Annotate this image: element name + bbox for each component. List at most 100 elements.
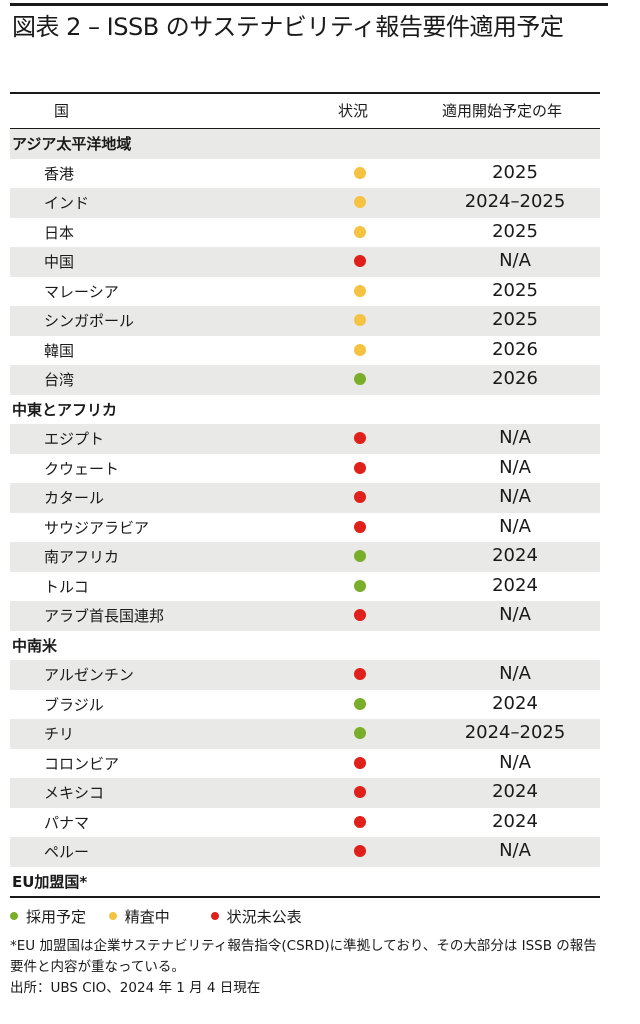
page-title: 図表 2 – ISSB のサステナビリティ報告要件適用予定 bbox=[12, 13, 564, 41]
status-dot-icon bbox=[354, 225, 366, 238]
top-rule bbox=[10, 3, 608, 6]
region-name: アジア太平洋地域 bbox=[12, 135, 132, 153]
status-dot-icon bbox=[354, 166, 366, 179]
legend-label: 精査中 bbox=[124, 908, 170, 926]
start-year: 2025 bbox=[492, 161, 538, 183]
start-year: N/A bbox=[499, 840, 531, 861]
table-header: 国 状況 適用開始予定の年 bbox=[10, 92, 600, 129]
start-year: N/A bbox=[499, 663, 531, 684]
status-dot-icon bbox=[354, 284, 366, 297]
status-dot-icon bbox=[354, 520, 366, 533]
country-row: トルコ 2024 bbox=[10, 572, 600, 602]
status-dot-icon bbox=[354, 491, 366, 503]
region-name: 中南米 bbox=[12, 636, 58, 655]
country-name: 中国 bbox=[44, 253, 75, 271]
start-year: 2024–2025 bbox=[464, 191, 566, 212]
legend-dot-review bbox=[108, 912, 117, 920]
status-dot-icon bbox=[354, 579, 366, 592]
country-row: ペルー N/A bbox=[10, 837, 600, 867]
country-name: ペルー bbox=[44, 843, 90, 861]
country-row: マレーシア 2025 bbox=[10, 277, 600, 307]
country-row: コロンビア N/A bbox=[10, 749, 600, 779]
country-name: カタール bbox=[44, 489, 105, 507]
country-name: クウェート bbox=[44, 459, 120, 478]
start-year: 2025 bbox=[492, 309, 538, 330]
region-row: EU加盟国* bbox=[10, 867, 600, 897]
country-row: メキシコ 2024 bbox=[10, 778, 600, 808]
notes: *EU 加盟国は企業サステナビリティ報告指令(CSRD)に準拠しており、その大部… bbox=[10, 936, 610, 999]
start-year: 2025 bbox=[492, 220, 538, 242]
legend-undisclosed: 状況未公表 bbox=[210, 907, 302, 927]
status-dot-icon bbox=[354, 432, 366, 444]
header-year: 適用開始予定の年 bbox=[442, 102, 563, 120]
schedule-table: 国 状況 適用開始予定の年 アジア太平洋地域香港 2025 インド 2024–2025… bbox=[10, 92, 600, 896]
country-row: カタール N/A bbox=[10, 483, 600, 513]
status-dot-icon bbox=[354, 727, 366, 739]
country-row: エジプト N/A bbox=[10, 424, 600, 454]
country-name: アラブ首長国連邦 bbox=[44, 607, 165, 625]
start-year: N/A bbox=[499, 486, 531, 507]
country-row: 韓国 2026 bbox=[10, 336, 600, 366]
status-dot-icon bbox=[354, 196, 366, 208]
status-dot-icon bbox=[354, 756, 366, 769]
legend-adopted: 採用予定 bbox=[10, 907, 86, 927]
country-row: 日本 2025 bbox=[10, 218, 600, 248]
status-dot-icon bbox=[354, 314, 366, 326]
status-dot-icon bbox=[354, 845, 366, 857]
country-name: アルゼンチン bbox=[44, 666, 134, 684]
legend-label: 状況未公表 bbox=[226, 908, 302, 926]
start-year: 2024 bbox=[492, 692, 538, 714]
bottom-rule bbox=[10, 896, 600, 898]
start-year: N/A bbox=[499, 751, 531, 773]
country-name: ブラジル bbox=[44, 695, 104, 714]
country-row: アラブ首長国連邦 N/A bbox=[10, 601, 600, 631]
country-name: コロンビア bbox=[44, 754, 120, 773]
region-name: EU加盟国* bbox=[12, 872, 88, 891]
country-row: インド 2024–2025 bbox=[10, 188, 600, 218]
status-dot-icon bbox=[354, 786, 366, 798]
start-year: 2024–2025 bbox=[464, 722, 566, 743]
status-dot-icon bbox=[354, 815, 366, 828]
start-year: N/A bbox=[499, 456, 531, 478]
status-dot-icon bbox=[354, 461, 366, 474]
country-name: 韓国 bbox=[44, 341, 75, 360]
country-row: 台湾 2026 bbox=[10, 365, 600, 395]
legend-review: 精査中 bbox=[108, 907, 170, 927]
status-dot-icon bbox=[354, 550, 366, 562]
country-row: シンガポール 2025 bbox=[10, 306, 600, 336]
country-name: 香港 bbox=[44, 164, 75, 183]
country-row: 香港 2025 bbox=[10, 159, 600, 189]
table-body: アジア太平洋地域香港 2025 インド 2024–2025 日本 2025 中国 N/A マレー… bbox=[10, 129, 600, 896]
start-year: 2026 bbox=[492, 368, 538, 389]
country-name: 日本 bbox=[44, 223, 75, 242]
country-name: サウジアラビア bbox=[44, 518, 150, 537]
country-name: 南アフリカ bbox=[44, 548, 120, 566]
region-row: 中東とアフリカ bbox=[10, 395, 600, 425]
region-row: アジア太平洋地域 bbox=[10, 129, 600, 159]
country-name: チリ bbox=[44, 725, 75, 743]
status-dot-icon bbox=[354, 373, 366, 385]
start-year: 2025 bbox=[492, 279, 538, 301]
country-row: アルゼンチン N/A bbox=[10, 660, 600, 690]
footnote: *EU 加盟国は企業サステナビリティ報告指令(CSRD)に準拠しており、その大部… bbox=[10, 938, 597, 975]
status-dot-icon bbox=[354, 609, 366, 621]
country-name: メキシコ bbox=[44, 784, 105, 802]
source-line: 出所：UBS CIO、2024 年 1 月 4 日現在 bbox=[10, 980, 261, 996]
country-name: シンガポール bbox=[44, 312, 135, 330]
status-dot-icon bbox=[354, 343, 366, 356]
start-year: 2024 bbox=[492, 781, 538, 802]
country-row: 中国 N/A bbox=[10, 247, 600, 277]
country-name: トルコ bbox=[44, 577, 89, 596]
country-name: パナマ bbox=[44, 813, 90, 832]
start-year: 2026 bbox=[492, 338, 538, 360]
header-status: 状況 bbox=[338, 102, 369, 120]
start-year: N/A bbox=[499, 250, 531, 271]
country-name: インド bbox=[44, 194, 90, 212]
legend-label: 採用予定 bbox=[26, 908, 87, 926]
start-year: 2024 bbox=[492, 810, 538, 832]
country-name: 台湾 bbox=[44, 371, 75, 389]
status-dot-icon bbox=[354, 255, 366, 267]
legend: 採用予定 精査中 状況未公表 bbox=[10, 907, 320, 927]
country-name: マレーシア bbox=[44, 282, 119, 301]
start-year: 2024 bbox=[492, 574, 538, 596]
